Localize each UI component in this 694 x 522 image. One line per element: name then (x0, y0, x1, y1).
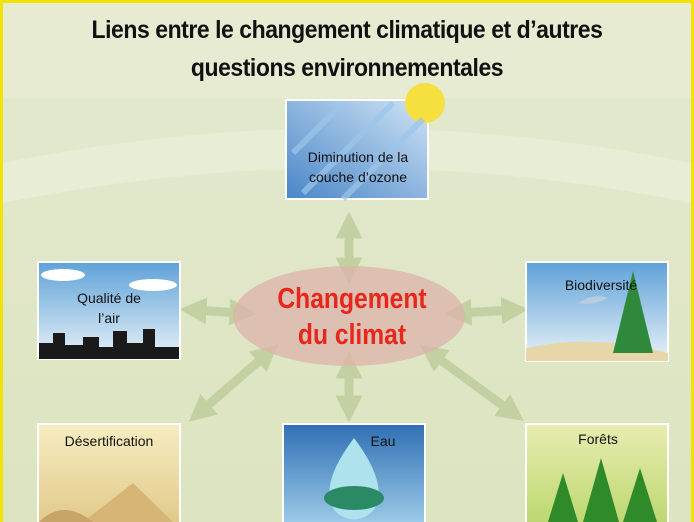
water-image (283, 424, 425, 522)
node-label: Biodiversité (551, 275, 651, 295)
node-label: Diminution de la couche d’ozone (293, 147, 423, 187)
center-label: Changement du climat (263, 281, 442, 353)
node-label: Forêts (568, 429, 628, 449)
title: Liens entre le changement climatique et … (40, 11, 655, 87)
node-label: Qualité de l’air (69, 288, 149, 328)
slide: Liens entre le changement climatique et … (0, 0, 694, 522)
node-label: Désertification (49, 431, 169, 451)
node-label: Eau (363, 431, 403, 451)
page: Liens entre le changement climatique et … (0, 0, 694, 522)
